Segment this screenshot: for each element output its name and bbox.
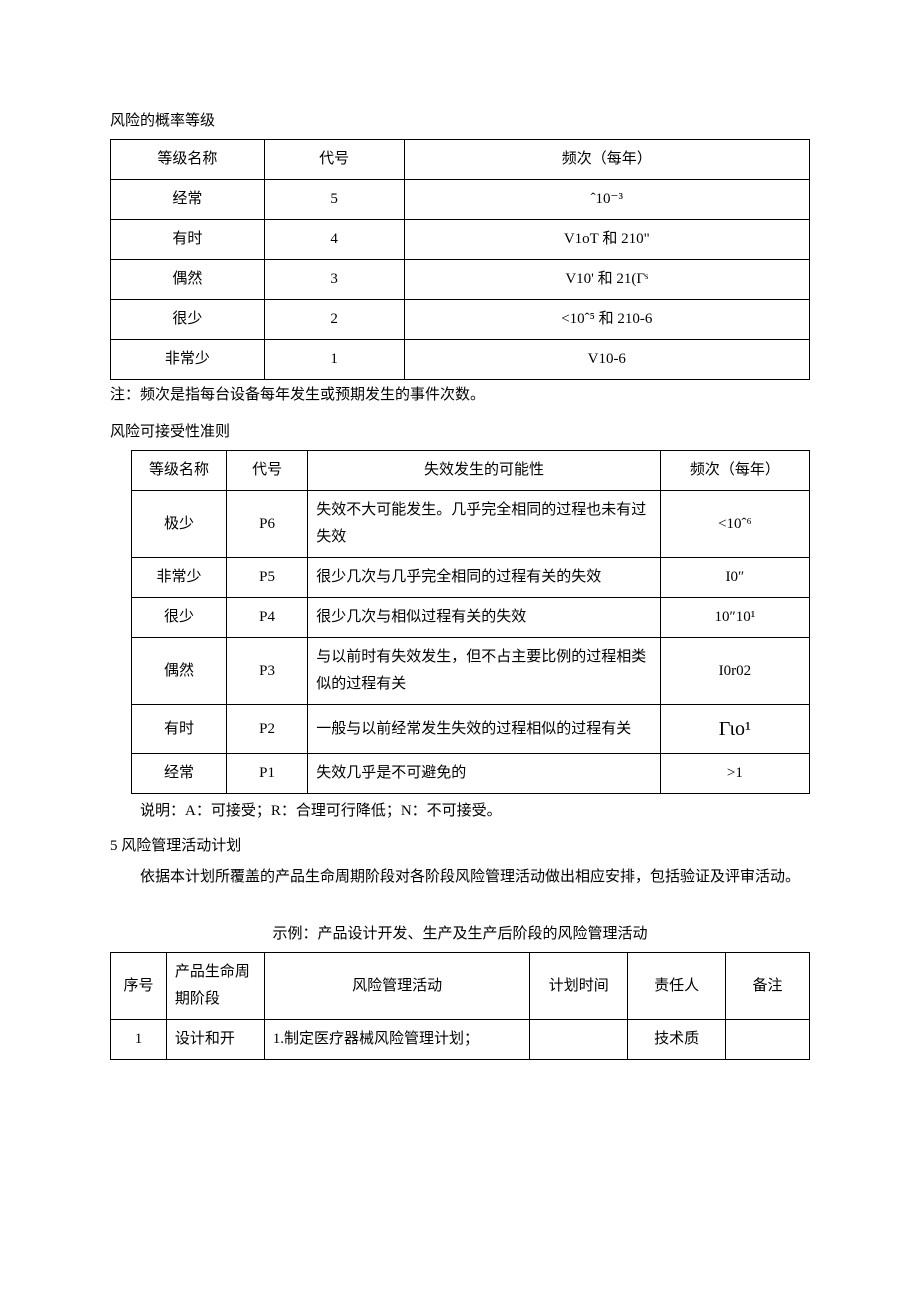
t2-r1-c2: 很少几次与几乎完全相同的过程有关的失效 — [308, 558, 661, 598]
t2-r1-c0: 非常少 — [132, 558, 227, 598]
t2-r5-c2: 失效几乎是不可避免的 — [308, 754, 661, 794]
t1-r1-c1: 4 — [264, 220, 404, 260]
t2-h0: 等级名称 — [132, 451, 227, 491]
t2-r2-c1: P4 — [226, 598, 307, 638]
table3-title: 示例：产品设计开发、生产及生产后阶段的风险管理活动 — [110, 921, 810, 948]
t2-h3: 频次（每年） — [660, 451, 809, 491]
t2-r3-c3: I0r02 — [660, 638, 809, 705]
t2-r3-c0: 偶然 — [132, 638, 227, 705]
t2-r5-c3: >1 — [660, 754, 809, 794]
t3-h1: 产品生命周期阶段 — [166, 953, 264, 1020]
t3-h2: 风险管理活动 — [264, 953, 530, 1020]
t1-h1: 代号 — [264, 140, 404, 180]
t1-r3-c2: <10ˆ⁵ 和 210-6 — [404, 300, 809, 340]
t3-r0-c1: 设计和开 — [166, 1020, 264, 1060]
section1-title: 风险的概率等级 — [110, 108, 810, 135]
t3-r0-c5 — [726, 1020, 810, 1060]
t2-r1-c3: I0″ — [660, 558, 809, 598]
t3-h3: 计划时间 — [530, 953, 628, 1020]
t3-r0-c2: 1.制定医疗器械风险管理计划； — [264, 1020, 530, 1060]
t2-h2: 失效发生的可能性 — [308, 451, 661, 491]
t2-h1: 代号 — [226, 451, 307, 491]
table-acceptability: 等级名称 代号 失效发生的可能性 频次（每年） 极少 P6 失效不大可能发生。几… — [131, 450, 810, 794]
t3-r0-c4: 技术质 — [628, 1020, 726, 1060]
table-activity-plan: 序号 产品生命周期阶段 风险管理活动 计划时间 责任人 备注 1 设计和开 1.… — [110, 952, 810, 1060]
t2-r5-c0: 经常 — [132, 754, 227, 794]
t2-r0-c2: 失效不大可能发生。几乎完全相同的过程也未有过失效 — [308, 491, 661, 558]
t2-r4-c2: 一般与以前经常发生失效的过程相似的过程有关 — [308, 705, 661, 754]
t3-r0-c3 — [530, 1020, 628, 1060]
note2: 说明：A：可接受；R：合理可行降低；N：不可接受。 — [110, 798, 810, 825]
t1-r2-c1: 3 — [264, 260, 404, 300]
t2-r2-c2: 很少几次与相似过程有关的失效 — [308, 598, 661, 638]
t2-r4-c3: Γιο¹ — [660, 705, 809, 754]
t3-h4: 责任人 — [628, 953, 726, 1020]
t1-h2: 频次（每年） — [404, 140, 809, 180]
t2-r0-c1: P6 — [226, 491, 307, 558]
t3-h0: 序号 — [111, 953, 167, 1020]
t1-r0-c2: ˆ10⁻³ — [404, 180, 809, 220]
table-probability-grade: 等级名称 代号 频次（每年） 经常 5 ˆ10⁻³ 有时 4 V1oT 和 21… — [110, 139, 810, 380]
t1-r1-c2: V1oT 和 210" — [404, 220, 809, 260]
t1-h0: 等级名称 — [111, 140, 265, 180]
t2-r0-c3: <10ˆ⁶ — [660, 491, 809, 558]
t1-r0-c0: 经常 — [111, 180, 265, 220]
t2-r0-c0: 极少 — [132, 491, 227, 558]
t2-r3-c2: 与以前时有失效发生，但不占主要比例的过程相类似的过程有关 — [308, 638, 661, 705]
t1-r2-c0: 偶然 — [111, 260, 265, 300]
t2-r4-c0: 有时 — [132, 705, 227, 754]
t2-r2-c3: 10″10¹ — [660, 598, 809, 638]
t3-r0-c0: 1 — [111, 1020, 167, 1060]
t3-h5: 备注 — [726, 953, 810, 1020]
t2-r4-c1: P2 — [226, 705, 307, 754]
t2-r1-c1: P5 — [226, 558, 307, 598]
para3: 依据本计划所覆盖的产品生命周期阶段对各阶段风险管理活动做出相应安排，包括验证及评… — [110, 864, 810, 891]
section3-title: 5 风险管理活动计划 — [110, 833, 810, 860]
t1-r3-c0: 很少 — [111, 300, 265, 340]
t2-r2-c0: 很少 — [132, 598, 227, 638]
t2-r5-c1: P1 — [226, 754, 307, 794]
note1: 注：频次是指每台设备每年发生或预期发生的事件次数。 — [110, 382, 810, 409]
t1-r4-c0: 非常少 — [111, 340, 265, 380]
t1-r4-c1: 1 — [264, 340, 404, 380]
t1-r3-c1: 2 — [264, 300, 404, 340]
t2-r3-c1: P3 — [226, 638, 307, 705]
t1-r4-c2: V10-6 — [404, 340, 809, 380]
t1-r1-c0: 有时 — [111, 220, 265, 260]
section2-title: 风险可接受性准则 — [110, 419, 810, 446]
t1-r2-c2: V10' 和 21(Γˢ — [404, 260, 809, 300]
t1-r0-c1: 5 — [264, 180, 404, 220]
